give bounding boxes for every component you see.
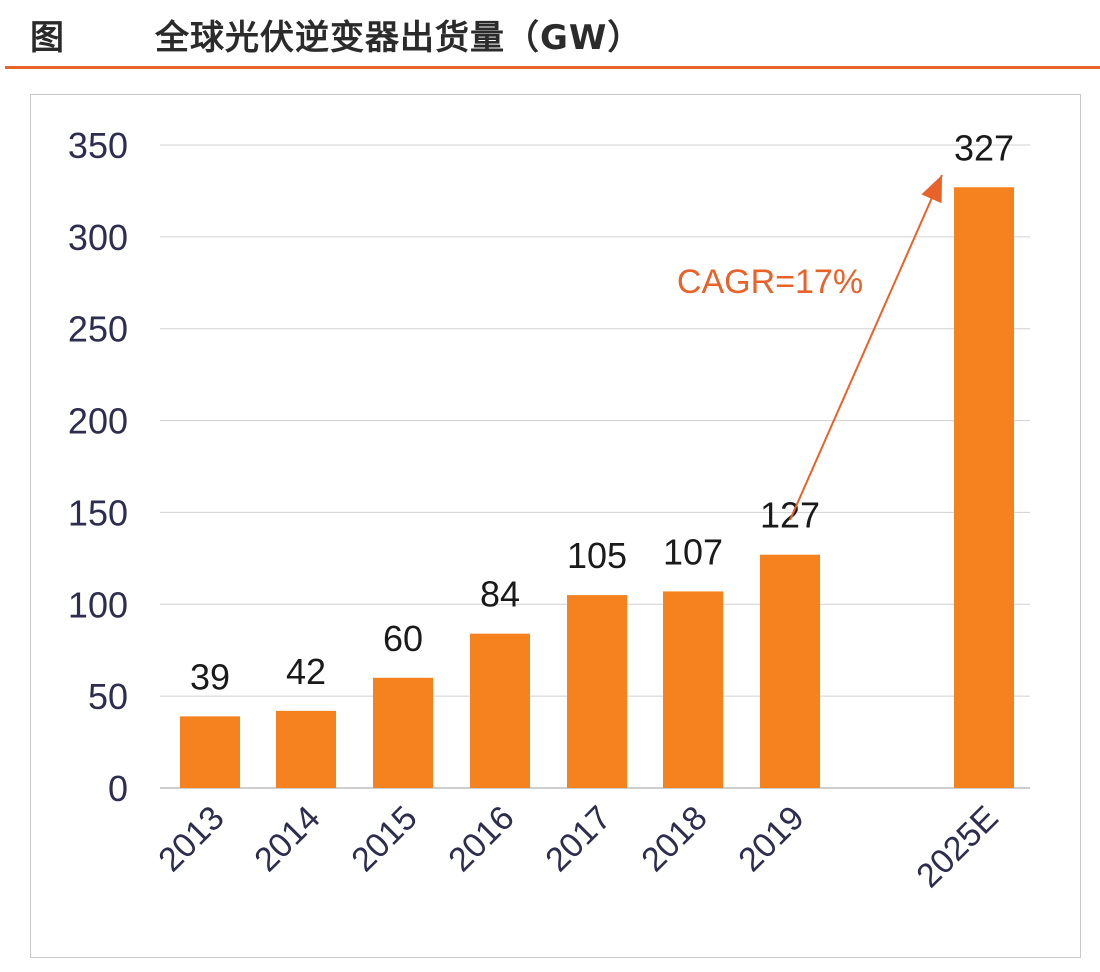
data-label: 60 xyxy=(383,618,423,659)
cagr-annotation-text: CAGR=17% xyxy=(677,263,863,301)
data-label: 327 xyxy=(954,127,1014,168)
bar-2018 xyxy=(663,591,723,788)
data-labels: 39 42 60 84 105 107 127 327 xyxy=(190,127,1014,697)
y-tick-label: 250 xyxy=(68,309,128,350)
bar-2013 xyxy=(180,716,240,788)
x-tick-label: 2017 xyxy=(538,799,618,879)
bar-2014 xyxy=(276,710,336,788)
cagr-arrow-line xyxy=(789,174,943,521)
cagr-annotation: CAGR=17% xyxy=(677,174,943,521)
bar-2015 xyxy=(373,677,433,788)
bar-2017 xyxy=(567,595,627,788)
bar-2019 xyxy=(760,554,820,788)
data-label: 127 xyxy=(760,495,820,536)
data-label: 107 xyxy=(663,531,723,572)
y-tick-label: 50 xyxy=(88,676,128,717)
figure-label: 图 xyxy=(30,18,64,58)
x-tick-label: 2014 xyxy=(247,799,327,879)
x-tick-label: 2013 xyxy=(151,799,231,879)
figure-title: 全球光伏逆变器出货量（GW） xyxy=(155,18,643,58)
figure-header: 图 全球光伏逆变器出货量（GW） xyxy=(0,0,1100,70)
y-tick-label: 200 xyxy=(68,401,128,442)
data-label: 39 xyxy=(190,656,230,697)
x-tick-label: 2015 xyxy=(344,799,424,879)
y-tick-label: 300 xyxy=(68,217,128,258)
data-label: 42 xyxy=(286,651,326,692)
chart-frame xyxy=(30,94,1081,958)
header-divider xyxy=(5,66,1100,69)
x-tick-label: 2016 xyxy=(441,799,521,879)
cagr-arrow-head xyxy=(921,175,942,204)
x-tick-label: 2019 xyxy=(731,799,811,879)
y-axis-ticks: 0 50 100 150 200 250 300 350 xyxy=(68,125,128,809)
y-tick-label: 350 xyxy=(68,125,128,166)
data-label: 105 xyxy=(567,535,627,576)
bar-2016 xyxy=(470,633,530,788)
y-tick-label: 150 xyxy=(68,492,128,533)
bar-2025E xyxy=(954,187,1014,789)
x-tick-label: 2018 xyxy=(634,799,714,879)
x-axis-ticks: 2013 2014 2015 2016 2017 2018 2019 2025E xyxy=(151,799,1005,895)
bars xyxy=(180,187,1014,789)
x-tick-label: 2025E xyxy=(909,799,1005,895)
data-label: 84 xyxy=(480,574,520,615)
y-tick-label: 100 xyxy=(68,584,128,625)
y-tick-label: 0 xyxy=(108,768,128,809)
